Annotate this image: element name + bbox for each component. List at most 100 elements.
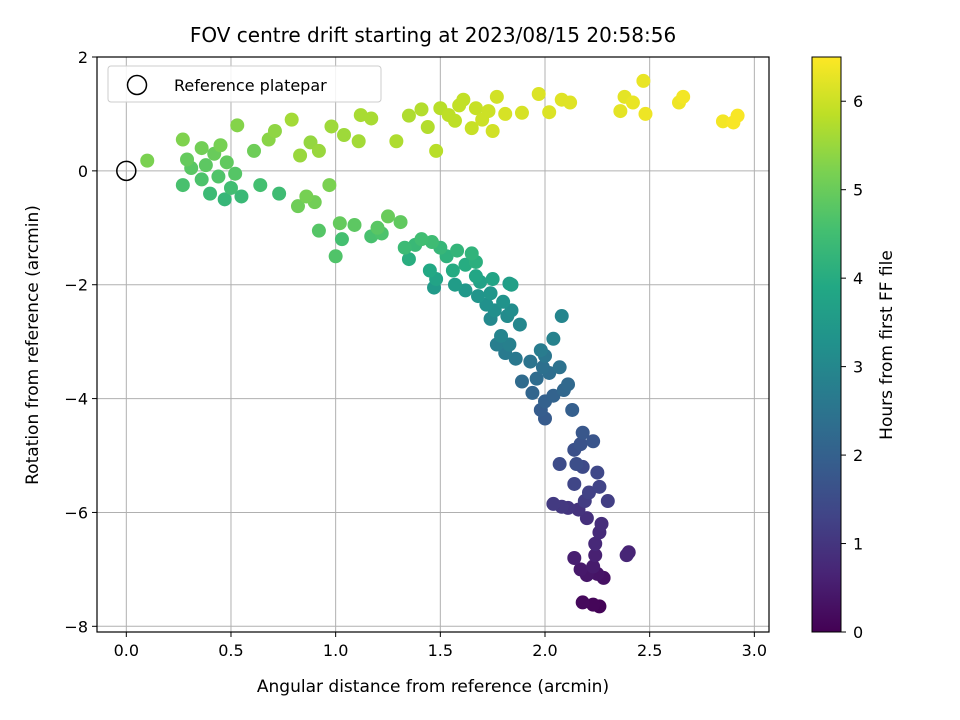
colorbar: 0 1 2 3 4 5 6 Hours from first FF file <box>811 56 897 642</box>
data-point <box>303 135 318 150</box>
data-point <box>401 252 416 267</box>
data-point <box>420 120 435 135</box>
data-point <box>267 124 282 139</box>
data-point <box>272 186 287 201</box>
legend-entry-reference: Reference platepar <box>174 76 327 95</box>
data-point <box>234 189 249 204</box>
colorbar-tick-label: 4 <box>853 269 863 288</box>
data-point <box>228 166 243 181</box>
data-point <box>447 113 462 128</box>
data-point <box>217 192 232 207</box>
data-point <box>194 141 209 156</box>
data-point <box>563 95 578 110</box>
y-tick-label: 0 <box>78 162 88 181</box>
data-point <box>638 106 653 121</box>
colorbar-tick-label: 5 <box>853 181 863 200</box>
data-point <box>290 199 305 214</box>
data-point <box>324 119 339 134</box>
data-point <box>554 309 569 324</box>
data-point <box>575 595 590 610</box>
legend-marker <box>126 74 148 96</box>
data-point <box>498 106 513 121</box>
data-point <box>364 111 379 126</box>
data-point <box>464 246 479 261</box>
colorbar-tick-label: 1 <box>853 535 863 554</box>
data-point <box>586 434 601 449</box>
data-point <box>140 153 155 168</box>
data-point <box>588 536 603 551</box>
chart-title: FOV centre drift starting at 2023/08/15 … <box>190 23 676 47</box>
data-point <box>496 294 511 309</box>
data-point <box>676 89 691 104</box>
data-point <box>203 186 218 201</box>
data-point <box>468 101 483 116</box>
x-tick-label: 3.0 <box>742 641 767 660</box>
data-point <box>535 360 550 375</box>
data-point <box>569 457 584 472</box>
data-point <box>481 104 496 119</box>
data-point <box>494 328 509 343</box>
scatter-points <box>116 73 745 614</box>
data-point <box>351 134 366 149</box>
x-tick-label: 2.0 <box>532 641 557 660</box>
data-point <box>299 189 314 204</box>
legend: Reference platepar <box>107 65 382 103</box>
data-point <box>502 337 517 352</box>
data-point <box>414 232 429 247</box>
data-point <box>471 289 486 304</box>
data-point <box>588 548 603 563</box>
x-axis-ticks: 0.0 0.5 1.0 1.5 2.0 2.5 3.0 <box>114 632 767 660</box>
data-point <box>512 317 527 332</box>
data-point <box>447 277 462 292</box>
data-point <box>180 152 195 167</box>
colorbar-tick-label: 0 <box>853 623 863 642</box>
data-point <box>456 92 471 107</box>
data-point <box>613 104 628 119</box>
data-point <box>332 216 347 231</box>
data-point <box>546 388 561 403</box>
y-tick-label: −2 <box>64 276 88 295</box>
data-point <box>586 597 601 612</box>
data-point <box>504 303 519 318</box>
data-point <box>334 232 349 247</box>
y-axis-label: Rotation from reference (arcmin) <box>23 205 43 485</box>
data-point <box>514 105 529 120</box>
colorbar-ticks: 0 1 2 3 4 5 6 <box>841 92 863 642</box>
colorbar-tick-label: 3 <box>853 358 863 377</box>
data-point <box>380 209 395 224</box>
data-point <box>552 360 567 375</box>
colorbar-gradient <box>811 56 842 633</box>
x-tick-label: 0.5 <box>218 641 243 660</box>
x-tick-label: 0.0 <box>114 641 139 660</box>
data-point <box>485 124 500 139</box>
data-point <box>397 240 412 255</box>
data-point <box>573 437 588 452</box>
data-point <box>393 215 408 230</box>
data-point <box>337 127 352 142</box>
data-point <box>311 223 326 238</box>
data-point <box>523 354 538 369</box>
data-point <box>590 465 605 480</box>
data-point <box>253 178 268 193</box>
data-point <box>561 377 576 392</box>
data-point <box>565 402 580 417</box>
data-point <box>414 102 429 117</box>
data-point <box>592 479 607 494</box>
data-point <box>450 243 465 258</box>
data-point <box>533 343 548 358</box>
data-point <box>600 494 615 509</box>
x-tick-label: 1.0 <box>323 641 348 660</box>
data-point <box>483 286 498 301</box>
data-point <box>514 374 529 389</box>
data-point <box>508 351 523 366</box>
data-point <box>619 548 634 563</box>
data-point <box>581 485 596 500</box>
x-axis-label: Angular distance from reference (arcmin) <box>257 677 609 697</box>
x-tick-label: 2.5 <box>637 641 662 660</box>
data-point <box>531 87 546 102</box>
data-point <box>464 121 479 136</box>
data-point <box>175 132 190 147</box>
x-tick-label: 1.5 <box>428 641 453 660</box>
data-point <box>211 169 226 184</box>
